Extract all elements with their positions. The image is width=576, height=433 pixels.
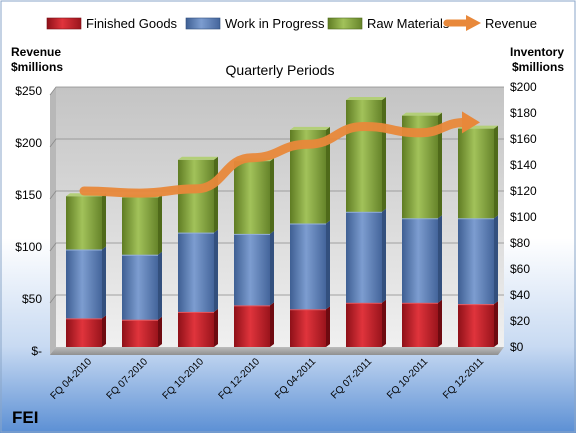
bar-work-in-progress (178, 232, 214, 312)
bar-work-in-progress-side (438, 215, 442, 303)
bar-work-in-progress (346, 211, 382, 303)
bar-raw-materials-side (270, 158, 274, 234)
bar-raw-materials-side (326, 126, 330, 224)
bar-finished-goods-side (382, 299, 386, 347)
bars-layer (66, 97, 498, 347)
right-tick-label: $0 (510, 340, 524, 354)
legend-revenue-arrowhead (466, 15, 481, 31)
right-axis-ticks: $0 $20 $40 $60 $80 $100 $120 $140 $160 $180 $200 (510, 80, 537, 354)
right-axis-title-line1: Inventory (510, 45, 564, 59)
bar-work-in-progress (458, 218, 494, 305)
bar-finished-goods-side (214, 308, 218, 347)
bar-finished-goods (290, 309, 326, 347)
right-tick-label: $200 (510, 80, 537, 94)
bar-raw-materials-top (290, 126, 330, 130)
bar-finished-goods-side (326, 306, 330, 347)
left-axis-title-line2: $millions (11, 60, 63, 74)
bar-raw-materials (458, 128, 494, 219)
plot-side-wall (50, 87, 56, 355)
brand-label: FEI (12, 408, 38, 427)
left-tick-label: $150 (15, 188, 42, 202)
right-tick-label: $160 (510, 132, 537, 146)
bar-raw-materials (66, 196, 102, 250)
bar-raw-materials-top (346, 97, 386, 100)
bar-finished-goods-side (102, 315, 106, 347)
bar-work-in-progress-side (382, 208, 386, 303)
right-tick-label: $80 (510, 236, 530, 250)
bar-finished-goods-side (270, 302, 274, 347)
legend-swatch-finished-goods (46, 17, 82, 30)
bar-work-in-progress-side (214, 229, 218, 312)
right-tick-label: $20 (510, 314, 530, 328)
left-axis-ticks: $- $50 $100 $150 $200 $250 (15, 84, 42, 358)
right-axis-title-line2: $millions (512, 60, 564, 74)
legend-label-raw-materials: Raw Materials (367, 16, 450, 31)
bar-raw-materials-side (158, 194, 162, 255)
revenue-line-layer (79, 111, 480, 198)
bar-work-in-progress-side (326, 220, 330, 310)
chart-title: Quarterly Periods (226, 62, 335, 78)
bar-finished-goods-side (438, 299, 442, 347)
left-tick-label: $- (31, 344, 42, 358)
left-tick-label: $100 (15, 240, 42, 254)
bar-raw-materials-side (494, 125, 498, 219)
bar-raw-materials-side (382, 97, 386, 212)
bar-work-in-progress (122, 254, 158, 320)
legend-swatch-work-in-progress (185, 17, 221, 30)
bar-finished-goods (234, 305, 270, 347)
right-tick-label: $120 (510, 184, 537, 198)
right-tick-label: $40 (510, 288, 530, 302)
bar-raw-materials-top (402, 112, 442, 116)
bar-raw-materials-side (214, 156, 218, 233)
bar-raw-materials (122, 197, 158, 255)
legend-swatch-raw-materials (327, 17, 363, 30)
bar-finished-goods-side (158, 316, 162, 347)
right-tick-label: $60 (510, 262, 530, 276)
bar-finished-goods (66, 318, 102, 347)
revenue-arrowhead (462, 111, 480, 134)
legend-label-work-in-progress: Work in Progress (225, 16, 325, 31)
right-tick-label: $100 (510, 210, 537, 224)
legend-label-finished-goods: Finished Goods (86, 16, 178, 31)
bar-finished-goods (458, 304, 494, 347)
bar-work-in-progress-side (494, 215, 498, 305)
bar-finished-goods-side (494, 301, 498, 347)
bar-work-in-progress-side (102, 246, 106, 319)
bar-finished-goods (346, 302, 382, 347)
legend-label-revenue: Revenue (485, 16, 537, 31)
revenue-line (79, 117, 471, 198)
gridline (49, 86, 504, 96)
left-tick-label: $250 (15, 84, 42, 98)
bar-work-in-progress-side (158, 251, 162, 320)
bar-work-in-progress (234, 233, 270, 306)
bar-work-in-progress-side (270, 230, 274, 306)
bar-work-in-progress (290, 223, 326, 310)
right-tick-label: $180 (510, 106, 537, 120)
plot-floor (50, 347, 504, 355)
bar-raw-materials (346, 100, 382, 212)
legend: Finished Goods Work in Progress Raw Mate… (46, 15, 537, 31)
bar-raw-materials-top (178, 156, 218, 160)
bar-finished-goods (122, 319, 158, 347)
left-axis-title-line1: Revenue (11, 45, 61, 59)
bar-finished-goods (178, 311, 214, 347)
bar-work-in-progress (402, 218, 438, 303)
left-tick-label: $50 (22, 292, 42, 306)
bar-raw-materials-side (438, 112, 442, 219)
bar-raw-materials (234, 161, 270, 234)
bar-raw-materials (178, 159, 214, 233)
bar-work-in-progress (66, 249, 102, 319)
bar-finished-goods (402, 302, 438, 347)
right-tick-label: $140 (510, 158, 537, 172)
bar-raw-materials-side (102, 193, 106, 250)
left-tick-label: $200 (15, 136, 42, 150)
